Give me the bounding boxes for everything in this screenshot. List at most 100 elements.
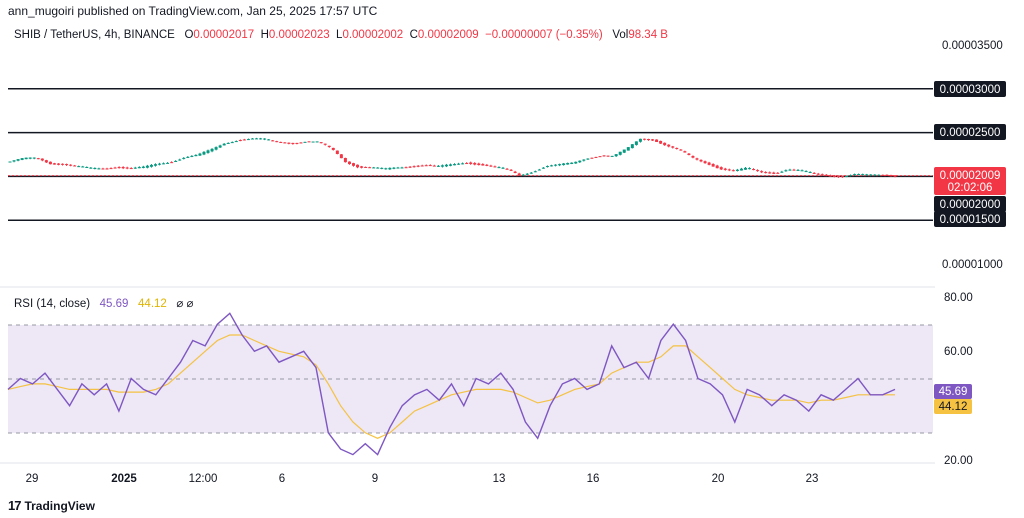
tag-25000-bg <box>934 124 1006 140</box>
candle-body <box>436 165 440 167</box>
candle-body <box>303 141 307 143</box>
symbol-name[interactable]: SHIB / TetherUS, 4h, BINANCE <box>14 29 175 41</box>
candle-body <box>61 163 65 165</box>
candle-body <box>731 170 735 172</box>
candle-body <box>141 166 145 168</box>
candle-body <box>719 167 723 170</box>
close-label: C <box>409 29 418 41</box>
candle-body <box>477 163 481 166</box>
candle-body <box>396 167 400 169</box>
candle-body <box>824 174 828 176</box>
candle-body <box>578 160 582 163</box>
candle-body <box>279 141 283 143</box>
tag-15000: 0.00001500 <box>940 214 1001 226</box>
candle-body <box>153 164 157 166</box>
candle-body <box>170 162 174 164</box>
tag-30000-bg <box>934 81 1006 97</box>
candle-body <box>545 166 549 168</box>
last-price-tag-bg <box>934 167 1006 195</box>
low-label: L <box>336 29 343 41</box>
candle-body <box>586 158 590 160</box>
candle-body <box>214 147 218 150</box>
candle-body <box>356 164 360 168</box>
candle-body <box>448 164 452 166</box>
candle-body <box>121 167 125 169</box>
candle-body <box>81 166 85 168</box>
candle-body <box>505 168 509 170</box>
candle-body <box>687 153 691 156</box>
tag-15000-bg <box>934 211 1006 227</box>
candle-body <box>711 163 715 167</box>
candle-body <box>65 164 69 166</box>
candle-body <box>743 167 747 170</box>
candle-body <box>440 165 444 167</box>
candle-body <box>331 147 335 150</box>
open-value: 0.00002017 <box>193 29 255 41</box>
candle-body <box>73 165 77 167</box>
candle-body <box>77 166 81 168</box>
rsi-value: 45.69 <box>99 298 129 310</box>
candle-body <box>792 169 796 171</box>
candle-body <box>408 166 412 168</box>
candle-body <box>768 172 772 174</box>
ma-last-tag: 44.12 <box>939 401 968 413</box>
tag-25000: 0.00002500 <box>940 127 1001 139</box>
candle-body <box>24 157 28 160</box>
candle-body <box>158 163 162 165</box>
candle-body <box>444 164 448 167</box>
tag-20000: 0.00002000 <box>940 199 1001 211</box>
high-value: 0.00002023 <box>268 29 330 41</box>
candle-body <box>646 139 650 141</box>
candle-body <box>748 168 752 170</box>
candle-body <box>424 165 428 167</box>
candle-body <box>218 145 222 148</box>
candle-body <box>28 157 32 159</box>
candle-body <box>776 172 780 174</box>
candle-body <box>651 139 655 141</box>
tag-30000: 0.00003000 <box>940 84 1001 96</box>
candle-body <box>590 157 594 159</box>
tag-20000-bg <box>934 196 1006 212</box>
rsi-legend: RSI (14, close) 45.69 44.12 ⌀ ⌀ <box>14 296 193 310</box>
candle-body <box>364 166 368 168</box>
volume-value: 98.34 B <box>628 29 668 41</box>
candle-body <box>873 174 877 176</box>
time-tick-2025: 2025 <box>111 473 137 485</box>
low-value: 0.00002002 <box>342 29 404 41</box>
candle-body <box>283 142 287 144</box>
candle-body <box>570 162 574 164</box>
candle-body <box>93 167 97 169</box>
candle-body <box>206 150 210 153</box>
candle-body <box>388 167 392 170</box>
candle-body <box>699 159 703 162</box>
candle-body <box>230 142 234 144</box>
candle-body <box>634 141 638 145</box>
candle-body <box>137 167 141 169</box>
candle-body <box>541 167 545 169</box>
time-tick-23: 23 <box>806 473 819 485</box>
candle-body <box>869 174 873 176</box>
candle-body <box>845 176 849 178</box>
candle-body <box>562 163 566 166</box>
price-tick-3500: 0.00003500 <box>942 40 1003 52</box>
candle-body <box>210 148 214 152</box>
ma-last-tag-bg <box>934 399 972 414</box>
rsi-last-tag-bg <box>934 384 972 399</box>
candle-body <box>360 166 364 168</box>
candle-body <box>566 162 570 165</box>
candle-body <box>295 142 299 144</box>
candle-body <box>36 158 40 160</box>
tradingview-logo-icon: 17 <box>8 498 22 513</box>
candle-body <box>20 158 24 160</box>
candle-body <box>691 155 695 158</box>
candle-body <box>222 143 226 146</box>
candle-body <box>517 173 521 176</box>
candle-body <box>16 159 20 161</box>
time-tick-16: 16 <box>587 473 600 485</box>
candle-body <box>145 165 149 168</box>
candle-body <box>166 162 170 164</box>
candle-body <box>663 142 667 146</box>
candle-body <box>250 138 254 140</box>
candle-body <box>707 162 711 165</box>
